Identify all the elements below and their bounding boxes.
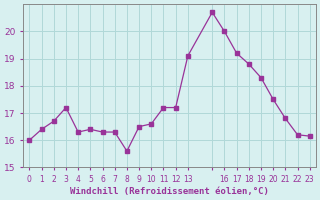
X-axis label: Windchill (Refroidissement éolien,°C): Windchill (Refroidissement éolien,°C) [70,187,269,196]
